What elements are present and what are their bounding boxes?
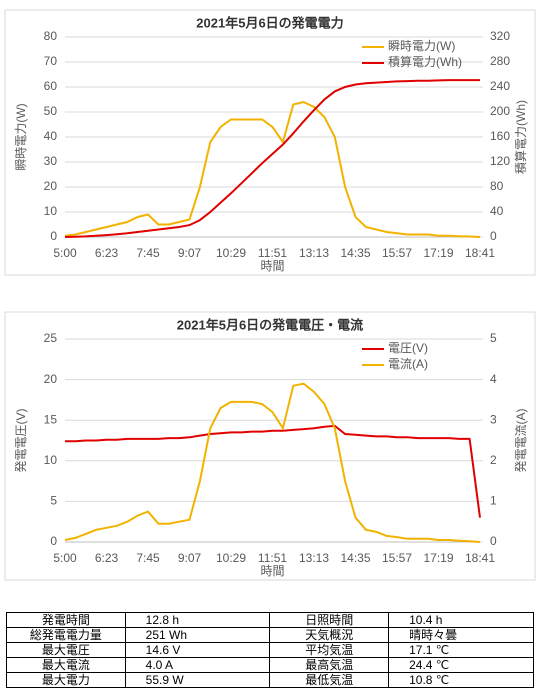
- x-tick-label: 17:19: [423, 246, 453, 260]
- y-axis-label: 発電電圧(V): [14, 408, 28, 472]
- chart-title: 2021年5月6日の発電電力: [196, 15, 343, 30]
- y-tick-label: 5: [50, 494, 57, 508]
- table-value: 55.9 W: [124, 672, 271, 688]
- chart-frame: [4, 311, 536, 581]
- y-axis-label: 瞬時電力(W): [14, 103, 28, 170]
- y2-tick-label: 2: [490, 453, 497, 467]
- y-tick-label: 0: [50, 229, 57, 243]
- legend-label: 積算電力(Wh): [388, 54, 462, 69]
- table-key: 平均気温: [269, 642, 390, 658]
- x-tick-label: 10:29: [216, 551, 246, 565]
- table-key: 日照時間: [269, 612, 390, 628]
- y2-tick-label: 280: [490, 54, 510, 68]
- legend-label: 瞬時電力(W): [388, 39, 455, 53]
- y2-tick-label: 160: [490, 129, 510, 143]
- y-tick-label: 70: [44, 54, 58, 68]
- table-value: 10.4 h: [388, 612, 534, 628]
- y2-tick-label: 40: [490, 204, 504, 218]
- y2-tick-label: 80: [490, 179, 504, 193]
- x-tick-label: 5:00: [53, 246, 77, 260]
- x-tick-label: 15:57: [382, 246, 412, 260]
- series-line: [64, 382, 481, 543]
- table-value: 10.8 ℃: [388, 672, 534, 688]
- x-tick-label: 11:51: [258, 551, 287, 565]
- chart-title: 2021年5月6日の発電電圧・電流: [177, 317, 363, 332]
- x-axis-label: 時間: [260, 564, 284, 578]
- y2-axis-label: 積算電力(Wh): [513, 100, 528, 174]
- x-tick-label: 5:00: [53, 551, 77, 565]
- table-row: 発電時間 12.8 h 日照時間 10.4 h: [6, 612, 534, 628]
- series-line: [64, 79, 480, 238]
- y-tick-label: 10: [44, 204, 58, 218]
- series-line: [64, 100, 481, 238]
- y-tick-label: 10: [44, 453, 58, 467]
- table-value: 24.4 ℃: [388, 657, 534, 673]
- series-line: [65, 424, 481, 518]
- table-value: 晴時々曇: [388, 627, 534, 643]
- x-tick-label: 14:35: [340, 246, 370, 260]
- y-tick-label: 0: [50, 534, 57, 548]
- legend-label: 電流(A): [388, 357, 428, 371]
- x-tick-label: 10:29: [216, 246, 246, 260]
- y-tick-label: 15: [44, 412, 58, 426]
- x-tick-label: 6:23: [95, 246, 119, 260]
- y-tick-label: 40: [44, 129, 58, 143]
- y2-tick-label: 240: [490, 79, 510, 93]
- table-value: 14.6 V: [124, 642, 271, 658]
- table-key: 最大電圧: [6, 642, 126, 658]
- x-tick-label: 18:41: [465, 246, 495, 260]
- table-value: 17.1 ℃: [388, 642, 534, 658]
- table-value: 4.0 A: [124, 657, 271, 673]
- y2-tick-label: 120: [490, 154, 510, 168]
- table-key: 最低気温: [269, 672, 390, 688]
- y2-tick-label: 320: [490, 29, 510, 43]
- x-axis-label: 時間: [260, 259, 284, 273]
- y2-tick-label: 200: [490, 104, 510, 118]
- legend-label: 電圧(V): [388, 341, 428, 355]
- x-tick-label: 13:13: [299, 246, 329, 260]
- table-row: 最大電流 4.0 A 最高気温 24.4 ℃: [6, 657, 534, 673]
- y-tick-label: 25: [44, 331, 58, 345]
- table-row: 総発電電力量 251 Wh 天気概況 晴時々曇: [6, 627, 534, 643]
- x-tick-label: 9:07: [178, 551, 202, 565]
- y-tick-label: 60: [44, 79, 58, 93]
- y-tick-label: 30: [44, 154, 58, 168]
- y2-tick-label: 0: [490, 229, 497, 243]
- x-tick-label: 9:07: [178, 246, 202, 260]
- table-value: 251 Wh: [124, 627, 271, 643]
- table-key: 最大電力: [6, 672, 126, 688]
- x-tick-label: 14:35: [340, 551, 370, 565]
- table-row: 最大電圧 14.6 V 平均気温 17.1 ℃: [6, 642, 534, 658]
- y-tick-label: 20: [44, 372, 58, 386]
- y2-axis-label: 発電電流(A): [514, 408, 528, 472]
- table-key: 総発電電力量: [6, 627, 126, 643]
- y-tick-label: 80: [44, 29, 58, 43]
- y2-tick-label: 4: [490, 372, 497, 386]
- x-tick-label: 18:41: [465, 551, 495, 565]
- x-tick-label: 15:57: [382, 551, 412, 565]
- y-tick-label: 50: [44, 104, 58, 118]
- table-key: 最高気温: [269, 657, 390, 673]
- table-row: 最大電力 55.9 W 最低気温 10.8 ℃: [6, 672, 534, 688]
- summary-table: 発電時間 12.8 h 日照時間 10.4 h 総発電電力量 251 Wh 天気概況 晴時々曇…: [6, 612, 534, 688]
- y2-tick-label: 1: [490, 494, 497, 508]
- x-tick-label: 6:23: [95, 551, 119, 565]
- table-key: 発電時間: [6, 612, 126, 628]
- y2-tick-label: 0: [490, 534, 497, 548]
- y2-tick-label: 5: [490, 331, 497, 345]
- y-tick-label: 20: [44, 179, 58, 193]
- table-key: 最大電流: [6, 657, 126, 673]
- charts: 2021年5月6日の発電電力01020304050607080040801201…: [4, 9, 536, 581]
- table-value: 12.8 h: [124, 612, 271, 628]
- table-key: 天気概況: [269, 627, 390, 643]
- x-tick-label: 7:45: [136, 246, 160, 260]
- x-tick-label: 17:19: [423, 551, 453, 565]
- x-tick-label: 7:45: [136, 551, 160, 565]
- x-tick-label: 13:13: [299, 551, 329, 565]
- x-tick-label: 11:51: [258, 246, 287, 260]
- y2-tick-label: 3: [490, 412, 497, 426]
